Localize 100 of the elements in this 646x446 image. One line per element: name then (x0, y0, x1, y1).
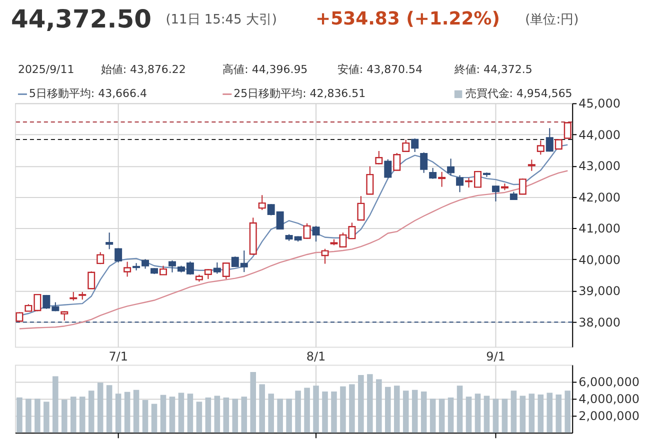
bar (133, 390, 140, 433)
x-tick-label: 7/1 (108, 349, 128, 364)
y-tick-label: 45,000 (578, 96, 620, 111)
text: (単位:円) (525, 12, 579, 28)
bar (412, 390, 418, 433)
y-tick-label: 40,000 (578, 252, 620, 267)
bar (358, 374, 364, 433)
candlestick (258, 194, 266, 211)
legend-label: 売買代金: 4,954,565 (465, 87, 572, 100)
candlestick (106, 232, 114, 250)
bar (88, 390, 94, 433)
candlestick (536, 140, 544, 156)
bar (205, 397, 212, 433)
candlestick (492, 185, 500, 202)
y-tick-label: 43,000 (578, 159, 620, 174)
bar (520, 396, 526, 433)
candlestick (213, 262, 221, 274)
candlestick (303, 222, 311, 240)
candlestick (124, 261, 132, 278)
bar (385, 386, 391, 433)
bar (187, 394, 194, 433)
bar (232, 398, 238, 433)
bar (268, 394, 274, 433)
text: (11日 15:45 大引) (166, 12, 277, 28)
bar (376, 379, 382, 433)
bar (502, 398, 508, 433)
text: 安値: 43,870.54 (337, 63, 423, 76)
text: 始値: 43,876.22 (100, 63, 186, 76)
bar (70, 396, 76, 433)
candlestick (546, 128, 554, 152)
chart-title: 44,372.50 (10, 4, 152, 34)
bar (196, 402, 202, 433)
bar (115, 394, 122, 433)
candlestick (88, 270, 96, 290)
candlestick (16, 312, 24, 323)
bar (26, 398, 32, 433)
candlestick (420, 152, 428, 174)
bar (448, 397, 454, 433)
bar (97, 382, 104, 433)
text: 高値: 44,396.95 (222, 63, 308, 76)
text: 終値: 44,372.5 (453, 63, 532, 76)
bar (484, 396, 490, 433)
candlestick (393, 152, 401, 172)
bar (178, 392, 184, 433)
y-tick-label: 44,000 (578, 128, 620, 142)
bar (295, 390, 301, 433)
candlestick (222, 262, 230, 280)
bar (430, 398, 436, 433)
bar (169, 396, 176, 433)
bar (420, 392, 427, 433)
candlestick (456, 174, 464, 193)
candlestick (429, 167, 437, 180)
bar (340, 386, 346, 433)
candlestick (321, 248, 329, 264)
bar (438, 398, 445, 433)
bar (34, 398, 40, 433)
text: +534.83 (+1.22%) (316, 8, 500, 30)
bar (214, 396, 220, 433)
candlestick (114, 248, 122, 263)
bar (79, 396, 86, 433)
bar (349, 384, 355, 433)
candlestick (384, 158, 392, 178)
bar (546, 392, 553, 433)
bar (528, 394, 535, 433)
bar (44, 402, 50, 433)
bar (250, 372, 256, 433)
candlestick (160, 265, 167, 276)
text: 2025/9/11 (18, 63, 74, 76)
candlestick (528, 159, 536, 172)
y-tick-label: 39,000 (578, 284, 620, 298)
bar (160, 394, 166, 433)
bar (124, 392, 130, 433)
bar (304, 388, 310, 433)
bar (564, 390, 571, 433)
bar (456, 386, 463, 433)
bar (538, 394, 544, 433)
bar (277, 398, 283, 433)
bar (556, 394, 562, 433)
candlestick (375, 150, 383, 165)
candlestick (447, 158, 455, 176)
line-series (18, 170, 568, 330)
candlestick (554, 138, 562, 150)
bar (286, 398, 292, 433)
bar (106, 385, 112, 433)
bar (331, 392, 337, 433)
bar (52, 376, 58, 433)
bar (142, 400, 148, 433)
bar (474, 394, 481, 433)
x-tick-label: 8/1 (306, 349, 326, 364)
candlestick (204, 268, 212, 280)
bar (466, 396, 472, 433)
y-tick-label: 6,000,000 (578, 375, 640, 390)
candlestick (366, 166, 374, 196)
y-tick-label: 41,000 (578, 222, 620, 236)
bar (394, 386, 400, 433)
bar (402, 390, 409, 433)
legend-label: 25日移動平均: 42,836.51 (234, 87, 366, 100)
bar (16, 397, 22, 433)
bar (223, 397, 230, 433)
bar (151, 404, 158, 433)
